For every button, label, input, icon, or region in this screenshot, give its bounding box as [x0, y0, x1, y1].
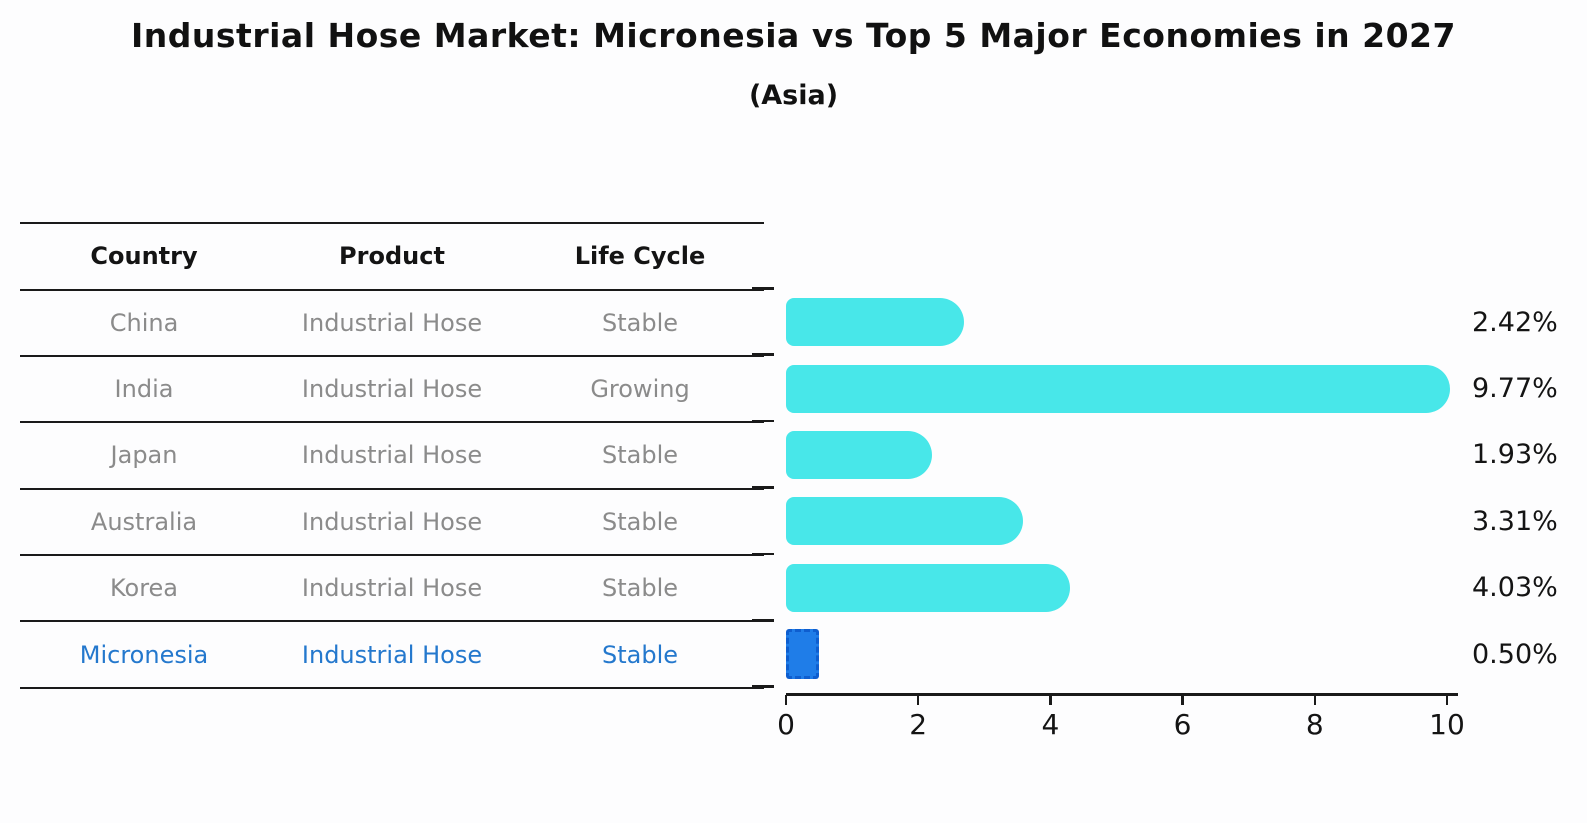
bar-row-korea	[786, 555, 1458, 621]
cell-product: Industrial Hose	[301, 640, 483, 669]
cell-product: Industrial Hose	[301, 308, 483, 337]
cell-product: Industrial Hose	[301, 507, 483, 536]
value-label-micronesia: 0.50%	[1472, 638, 1558, 670]
y-tick	[752, 619, 774, 622]
value-label-japan: 1.93%	[1472, 439, 1558, 471]
x-tick-mark	[1445, 695, 1449, 705]
bar-korea	[786, 563, 1071, 612]
bar-row-micronesia	[786, 621, 1458, 687]
cell-product: Industrial Hose	[301, 375, 483, 404]
table-row-australia: Australia Industrial Hose Stable	[20, 490, 764, 557]
x-tick-label: 6	[1173, 708, 1192, 741]
value-label-australia: 3.31%	[1472, 505, 1558, 537]
bar-row-india	[786, 355, 1458, 421]
cell-life-cycle: Stable	[601, 507, 679, 536]
cell-life-cycle: Stable	[601, 640, 679, 669]
bar-plot-area	[786, 289, 1458, 687]
value-label-china: 2.42%	[1472, 306, 1558, 338]
value-label-india: 9.77%	[1472, 373, 1558, 405]
table-row-japan: Japan Industrial Hose Stable	[20, 423, 764, 490]
chart-subtitle: (Asia)	[748, 80, 839, 111]
y-tick	[752, 486, 774, 489]
y-tick	[752, 287, 774, 290]
cell-country: Japan	[110, 441, 178, 470]
x-tick-mark	[916, 695, 920, 705]
table-header-row: Country Product Life Cycle	[20, 224, 764, 291]
table-header-country: Country	[90, 242, 198, 271]
x-tick-mark	[1313, 695, 1317, 705]
bar-row-japan	[786, 422, 1458, 488]
bar-china	[786, 298, 964, 347]
bar-micronesia	[786, 629, 820, 680]
x-tick-label: 0	[777, 708, 795, 741]
x-axis-line	[786, 693, 1458, 696]
y-tick	[752, 685, 774, 688]
cell-country: Micronesia	[79, 640, 209, 669]
cell-product: Industrial Hose	[301, 574, 483, 603]
cell-life-cycle: Stable	[601, 574, 679, 603]
y-tick	[752, 552, 774, 556]
cell-country: India	[114, 375, 174, 404]
table-header-product: Product	[339, 242, 445, 271]
cell-country: Australia	[90, 507, 198, 536]
table-header-life-cycle: Life Cycle	[574, 242, 706, 271]
bar-row-australia	[786, 488, 1458, 554]
cell-country: China	[109, 308, 179, 337]
x-tick-mark	[784, 695, 788, 705]
chart-title: Industrial Hose Market: Micronesia vs To…	[131, 16, 1456, 55]
x-tick-mark	[1049, 695, 1052, 705]
table-row-micronesia: Micronesia Industrial Hose Stable	[20, 622, 764, 689]
country-info-table: Country Product Life Cycle China Industr…	[20, 222, 764, 689]
x-tick-label: 10	[1429, 708, 1465, 741]
cell-life-cycle: Stable	[601, 441, 679, 470]
cell-life-cycle: Growing	[590, 375, 690, 404]
value-label-korea: 4.03%	[1472, 572, 1558, 604]
table-row-india: India Industrial Hose Growing	[20, 357, 764, 424]
x-tick-label: 8	[1305, 708, 1324, 741]
bar-row-china	[786, 289, 1458, 355]
y-tick	[752, 353, 774, 356]
cell-product: Industrial Hose	[301, 441, 483, 470]
table-row-korea: Korea Industrial Hose Stable	[20, 556, 764, 623]
y-tick	[752, 419, 774, 423]
x-tick-label: 4	[1041, 708, 1060, 741]
cell-life-cycle: Stable	[601, 308, 679, 337]
x-tick-label: 2	[909, 708, 928, 741]
x-tick-mark	[1181, 695, 1184, 705]
bar-japan	[786, 430, 932, 479]
bar-australia	[786, 497, 1023, 546]
cell-country: Korea	[109, 574, 179, 603]
table-row-china: China Industrial Hose Stable	[20, 291, 764, 357]
bar-india	[786, 364, 1450, 413]
value-label-column: 2.42% 9.77% 1.93% 3.31% 4.03% 0.50%	[1472, 289, 1587, 687]
